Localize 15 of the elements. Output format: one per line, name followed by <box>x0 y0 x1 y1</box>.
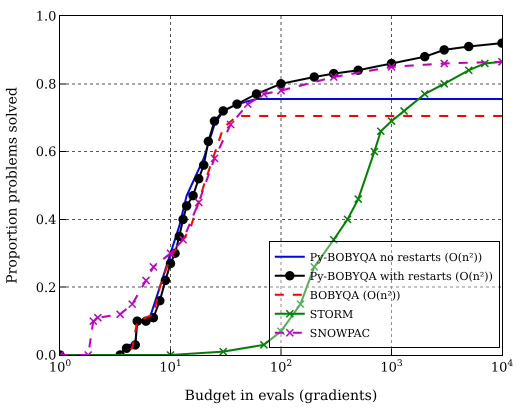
x-tick-label: 10$^{2}$ <box>270 359 292 376</box>
legend-label: BOBYQA (O(n²)) <box>310 289 400 302</box>
y-tick-label: 1.0 <box>36 10 56 25</box>
x-axis-title: Budget in evals (gradients) <box>184 388 378 404</box>
x-tick-label: 10$^{0}$ <box>48 359 72 376</box>
x-tick-label: 10$^{3}$ <box>380 359 403 376</box>
x-tick-label: 10$^{1}$ <box>159 359 182 376</box>
x-tick-label: 10$^{4}$ <box>490 359 514 376</box>
y-tick-label: 0.6 <box>36 145 56 160</box>
y-axis-title: Proportion problems solved <box>4 87 20 284</box>
y-tick-label: 0.2 <box>36 280 56 296</box>
legend-label: SNOWPAC <box>310 327 370 340</box>
y-tick-label: 0.4 <box>36 212 56 228</box>
legend-label: STORM <box>310 308 354 322</box>
y-tick-label: 0.8 <box>36 77 56 92</box>
